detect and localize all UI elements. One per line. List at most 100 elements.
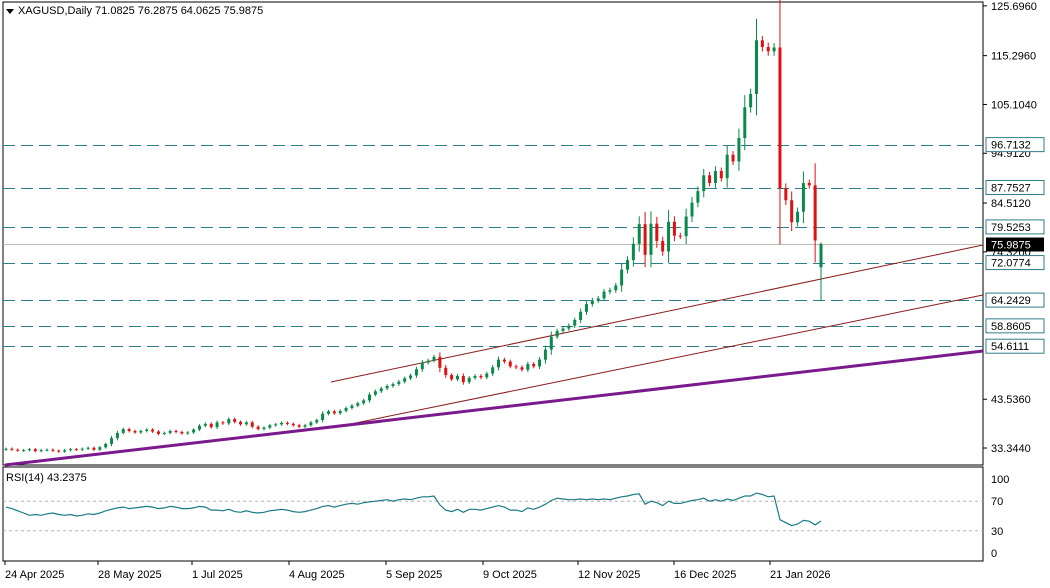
current-price-label: 75.9875 <box>991 240 1031 252</box>
candle-body <box>385 385 389 389</box>
candle-body <box>450 374 454 380</box>
level-price-label: 96.7132 <box>991 140 1031 152</box>
rsi-axis-tick-label: 100 <box>991 474 1009 486</box>
candle-body <box>731 154 735 162</box>
candle-body <box>280 422 284 425</box>
candle-body <box>4 448 8 450</box>
candle-body <box>151 429 155 432</box>
candle-body <box>391 384 395 386</box>
candle-body <box>719 171 723 179</box>
chart-header: XAGUSD,Daily 71.0825 76.2875 64.0625 75.… <box>6 5 263 17</box>
candle-body <box>74 449 78 451</box>
level-price-box <box>985 180 1045 196</box>
candle-body <box>373 391 377 395</box>
level-price-box <box>985 137 1045 153</box>
candle-body <box>538 359 542 367</box>
candle-body <box>690 202 694 217</box>
candle-body <box>438 356 442 368</box>
candle-body <box>655 223 659 241</box>
close-value: 75.9875 <box>223 5 264 17</box>
candle-body <box>16 449 20 451</box>
candle-body <box>233 419 237 422</box>
lower-channel-trendline[interactable] <box>330 294 984 429</box>
rsi-axis-tick-label: 30 <box>991 526 1003 538</box>
candle-body <box>778 47 782 189</box>
level-price-box <box>985 292 1045 308</box>
x-axis-tick-label: 12 Nov 2025 <box>578 569 640 581</box>
x-axis-tick-label: 28 May 2025 <box>98 569 162 581</box>
candle-body <box>215 422 219 428</box>
candle-body <box>409 375 413 379</box>
candle-body <box>467 377 471 383</box>
x-axis-tick-label: 24 Apr 2025 <box>5 569 64 581</box>
candle-body <box>10 448 14 450</box>
candle-body <box>807 182 811 186</box>
y-axis-tick-label: 125.6960 <box>991 1 1037 13</box>
candle-body <box>362 400 366 404</box>
candle-body <box>92 447 96 450</box>
candle-body <box>180 431 184 434</box>
candle-body <box>274 424 278 426</box>
candle-body <box>356 403 360 406</box>
candle-body <box>649 223 653 255</box>
candle-body <box>485 373 489 378</box>
rsi-header: RSI(14) 43.2375 <box>6 472 87 484</box>
price-pane[interactable] <box>2 1 984 466</box>
candle-body <box>168 431 172 433</box>
candle-body <box>221 422 225 424</box>
candle-body <box>667 221 671 252</box>
candle-body <box>637 224 641 244</box>
level-price-label: 79.5253 <box>991 222 1031 234</box>
candle-body <box>403 378 407 382</box>
candle-body <box>702 175 706 192</box>
candle-body <box>608 290 612 292</box>
candle-body <box>239 421 243 425</box>
candle-body <box>209 423 213 428</box>
candle-body <box>332 411 336 414</box>
candle-body <box>156 431 160 434</box>
candle-body <box>661 240 665 252</box>
candle-body <box>45 449 49 451</box>
candle-body <box>526 363 530 370</box>
candle-body <box>602 291 606 299</box>
candle-body <box>338 410 342 414</box>
candle-body <box>760 40 764 48</box>
rsi-value: 43.2375 <box>46 472 87 484</box>
rsi-axis-tick-label: 70 <box>991 496 1003 508</box>
level-price-label: 87.7527 <box>991 183 1031 195</box>
candle-body <box>796 211 800 223</box>
candle-body <box>315 419 319 423</box>
candle-body <box>121 429 125 433</box>
candle-body <box>672 221 676 236</box>
candle-body <box>497 359 501 368</box>
long-term-support-trendline[interactable] <box>4 349 984 467</box>
candle-body <box>297 425 301 427</box>
candle-body <box>743 107 747 138</box>
x-axis-tick-label: 4 Aug 2025 <box>289 569 345 581</box>
high-value: 76.2875 <box>137 5 178 17</box>
candle-body <box>784 188 788 201</box>
y-axis-tick-label: 33.3440 <box>991 443 1031 455</box>
candle-body <box>51 449 55 451</box>
candle-body <box>508 361 512 367</box>
y-axis-tick-label: 84.5120 <box>991 198 1031 210</box>
candle-body <box>549 336 553 350</box>
candle-body <box>250 422 254 427</box>
candle-body <box>145 429 149 432</box>
candle-body <box>532 363 536 367</box>
candle-body <box>33 449 37 452</box>
x-axis-tick-label: 5 Sep 2025 <box>386 569 442 581</box>
candle-body <box>291 423 295 426</box>
candle-body <box>414 369 418 376</box>
dropdown-triangle-icon[interactable] <box>6 8 14 14</box>
symbol-label: XAGUSD,Daily <box>18 5 92 17</box>
candle-body <box>326 411 330 414</box>
candle-body <box>590 300 594 305</box>
candle-body <box>444 367 448 375</box>
rsi-pane[interactable] <box>2 466 984 562</box>
y-axis-tick-label: 105.1040 <box>991 99 1037 111</box>
candle-body <box>268 425 272 428</box>
candle-body <box>813 185 817 241</box>
